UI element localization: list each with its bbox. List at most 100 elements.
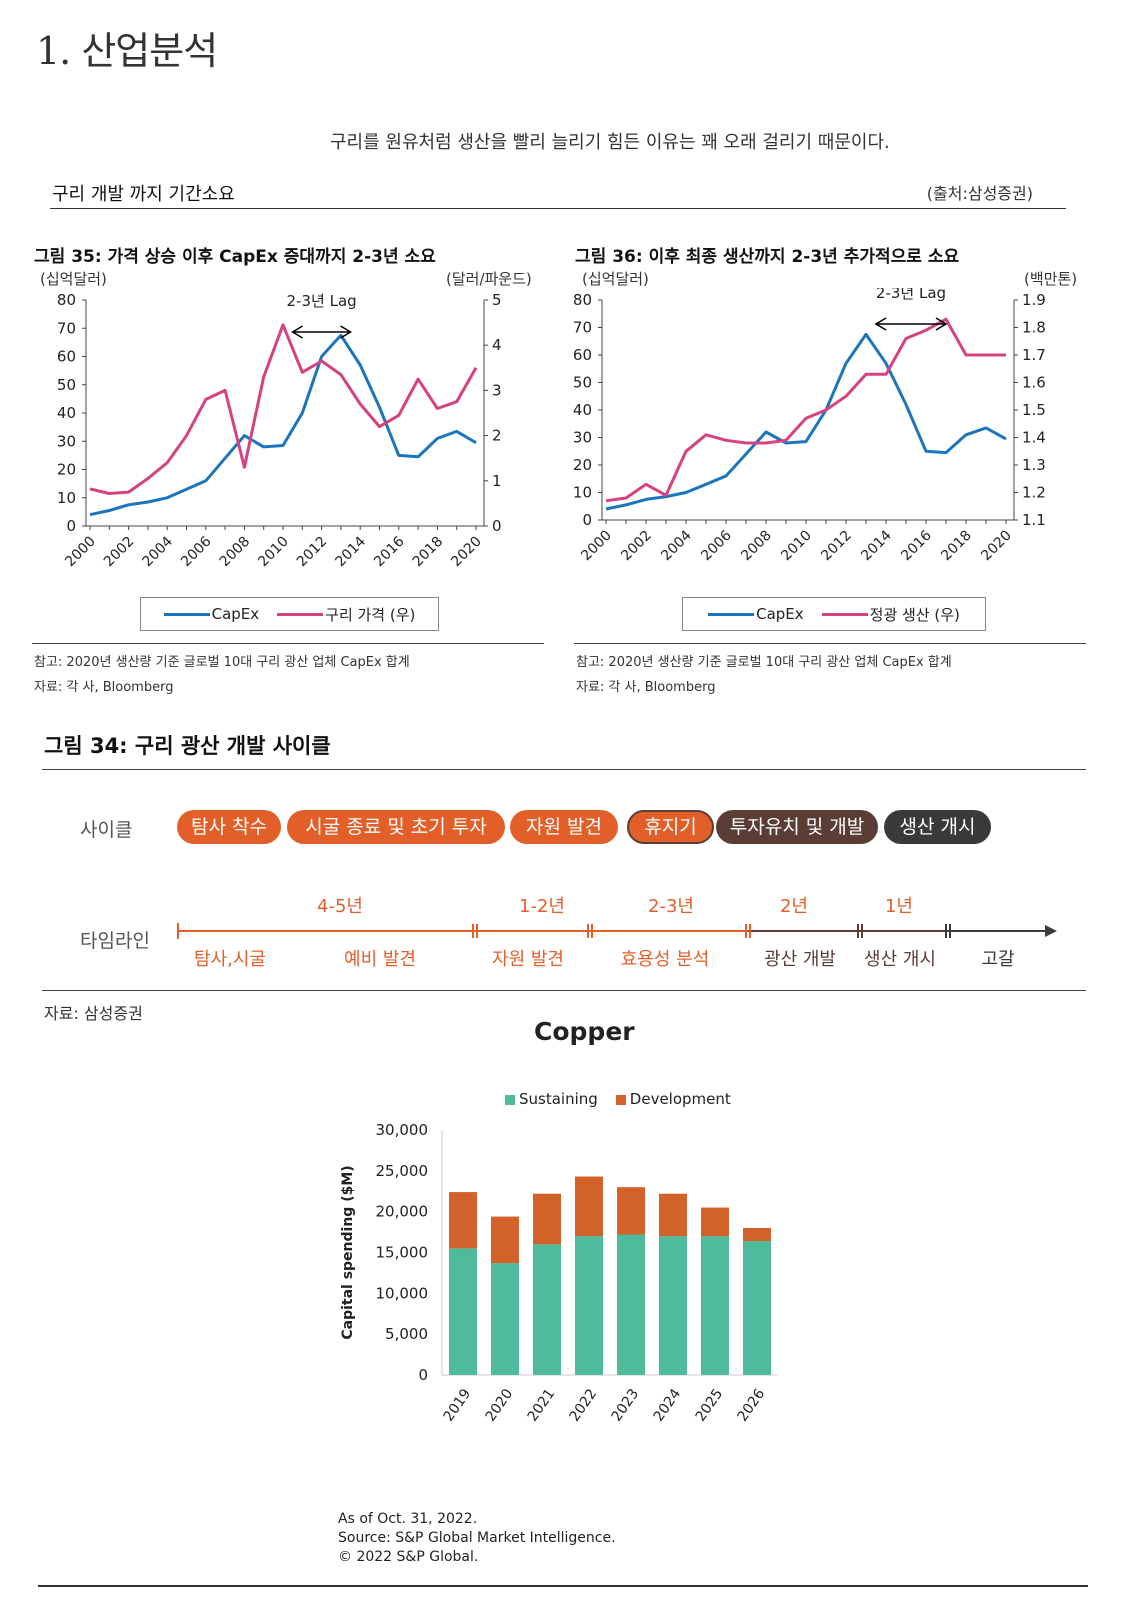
y-tick-label: 40 xyxy=(57,404,76,422)
bar-development xyxy=(491,1216,519,1264)
y-tick-label: 0 xyxy=(582,511,592,529)
legend-item-capex: CapEx xyxy=(708,605,804,623)
fig36-left-unit: (십억달러) xyxy=(582,270,649,288)
bar-sustaining xyxy=(743,1241,771,1375)
bar-sustaining xyxy=(449,1248,477,1375)
y-tick-label: 10 xyxy=(57,489,76,507)
y-tick-label: 30 xyxy=(57,432,76,450)
x-tick-label: 2000 xyxy=(62,534,99,571)
divider xyxy=(32,643,544,644)
bar-sustaining xyxy=(575,1236,603,1375)
bar-development xyxy=(743,1228,771,1242)
y-tick-label: 20 xyxy=(57,461,76,479)
cycle-step: 생산 개시 xyxy=(884,810,991,844)
stage-label: 자원 발견 xyxy=(492,949,564,970)
bar-sustaining xyxy=(617,1234,645,1375)
legend-item-price: 구리 가격 (우) xyxy=(277,604,415,625)
y-tick-label: 0 xyxy=(418,1366,428,1384)
y2-tick-label: 1.5 xyxy=(1022,401,1046,419)
source-note: (출처:삼성증권) xyxy=(926,184,1033,203)
stage-label: 광산 개발 xyxy=(764,949,836,970)
y2-tick-label: 1.9 xyxy=(1022,291,1046,309)
fig36-title: 그림 36: 이후 최종 생산까지 2-3년 추가적으로 소요 xyxy=(575,247,960,267)
footnote: Source: S&P Global Market Intelligence. xyxy=(338,1530,616,1546)
bar-development xyxy=(701,1207,729,1237)
lag-arrow-head xyxy=(291,325,304,339)
x-tick-label: 2020 xyxy=(448,534,485,571)
x-tick-label: 2004 xyxy=(658,527,695,564)
y2-tick-label: 1.6 xyxy=(1022,374,1046,392)
copper-footnotes: As of Oct. 31, 2022. Source: S&P Global … xyxy=(338,1510,616,1567)
legend-label: 구리 가격 (우) xyxy=(325,605,416,624)
y2-tick-label: 0 xyxy=(492,517,502,535)
cycle-step: 자원 발견 xyxy=(510,810,618,844)
copper-chart-title: Copper xyxy=(534,1017,635,1046)
bar-sustaining xyxy=(659,1236,687,1375)
fig35-left-unit: (십억달러) xyxy=(40,270,107,288)
y-tick-label: 25,000 xyxy=(376,1162,429,1180)
bar-sustaining xyxy=(701,1236,729,1375)
x-tick-label: 2010 xyxy=(255,534,292,571)
y-tick-label: 30 xyxy=(573,429,592,447)
stage-label: 고갈 xyxy=(981,949,1015,970)
duration-label: 1년 xyxy=(884,896,913,917)
x-tick-label: 2016 xyxy=(898,527,935,564)
x-tick-label: 2018 xyxy=(410,534,447,571)
fig35-legend: CapEx 구리 가격 (우) xyxy=(140,597,439,631)
cycle-label: 사이클 xyxy=(80,819,133,841)
secondary-line xyxy=(89,323,478,495)
bar-development xyxy=(449,1192,477,1249)
cycle-step: 시굴 종료 및 초기 투자 xyxy=(287,810,505,844)
x-tick-label: 2006 xyxy=(178,533,215,570)
x-tick-label: 2022 xyxy=(567,1386,601,1424)
divider xyxy=(50,208,1066,209)
cycle-step: 휴지기 xyxy=(627,810,714,844)
copper-legend: Sustaining Development xyxy=(505,1090,731,1108)
x-tick-label: 2026 xyxy=(735,1386,769,1424)
y2-tick-label: 1.4 xyxy=(1022,429,1046,447)
legend-label: Development xyxy=(629,1090,731,1108)
intro-text: 구리를 원유처럼 생산을 빨리 늘리기 힘든 이유는 꽤 오래 걸리기 때문이다… xyxy=(330,132,890,153)
y-tick-label: 70 xyxy=(57,319,76,337)
x-tick-label: 2006 xyxy=(698,527,735,564)
lag-label: 2-3년 Lag xyxy=(287,292,357,310)
x-tick-label: 2021 xyxy=(525,1386,559,1424)
bar-development xyxy=(617,1187,645,1235)
bar-development xyxy=(575,1176,603,1237)
footnote: © 2022 S&P Global. xyxy=(338,1549,479,1565)
legend-item-sustaining: Sustaining xyxy=(505,1090,598,1108)
bar-development xyxy=(533,1193,561,1245)
y-tick-label: 50 xyxy=(573,374,592,392)
stage-label: 효용성 분석 xyxy=(620,949,710,970)
x-tick-label: 2002 xyxy=(618,528,655,565)
cycle-step: 탐사 착수 xyxy=(177,810,281,844)
y2-tick-label: 1 xyxy=(492,472,502,490)
fig34-source: 자료: 삼성증권 xyxy=(44,1004,143,1023)
footer-rule xyxy=(38,1585,1088,1587)
footnote: As of Oct. 31, 2022. xyxy=(338,1511,478,1527)
x-tick-label: 2014 xyxy=(333,533,370,570)
y-tick-label: 50 xyxy=(57,376,76,394)
fig35-right-unit: (달러/파운드) xyxy=(446,270,532,288)
cycle-step: 투자유치 및 개발 xyxy=(716,810,878,844)
x-tick-label: 2010 xyxy=(778,528,815,565)
legend-label: CapEx xyxy=(211,605,260,623)
legend-item-capex: CapEx xyxy=(163,605,260,623)
legend-label: CapEx xyxy=(756,605,804,623)
timeline-label: 타임라인 xyxy=(80,930,150,952)
fig35-title: 그림 35: 가격 상승 이후 CapEx 증대까지 2-3년 소요 xyxy=(34,247,436,267)
y2-tick-label: 1.1 xyxy=(1022,511,1046,529)
x-tick-label: 2024 xyxy=(651,1386,685,1424)
y2-tick-label: 3 xyxy=(492,381,502,399)
y-tick-label: 80 xyxy=(573,291,592,309)
legend-label: Sustaining xyxy=(519,1090,598,1108)
x-tick-label: 2023 xyxy=(609,1386,643,1424)
y-tick-label: 80 xyxy=(57,291,76,309)
x-tick-label: 2008 xyxy=(738,528,775,565)
y-tick-label: 5,000 xyxy=(385,1325,428,1343)
subheading: 구리 개발 까지 기간소요 xyxy=(52,184,235,205)
x-tick-label: 2020 xyxy=(483,1386,517,1424)
y-tick-label: 0 xyxy=(66,517,76,535)
x-tick-label: 2002 xyxy=(101,534,138,571)
capex-line xyxy=(89,333,477,517)
